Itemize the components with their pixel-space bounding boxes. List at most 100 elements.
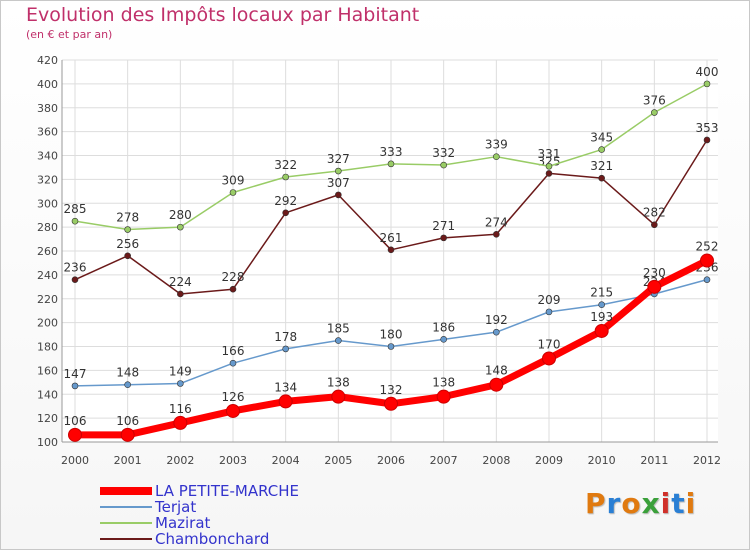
y-tick-label: 160 [37, 364, 58, 377]
data-label: 309 [222, 174, 245, 188]
data-point [700, 253, 714, 268]
data-point [226, 403, 240, 418]
y-tick-label: 380 [37, 102, 58, 115]
y-tick-label: 180 [37, 341, 58, 354]
logo-letter: i [685, 487, 697, 520]
x-tick-label: 2000 [61, 454, 89, 467]
data-label: 261 [380, 231, 403, 245]
data-label: 376 [643, 94, 666, 108]
data-label: 215 [590, 286, 613, 300]
legend-swatch [100, 487, 152, 495]
data-point [703, 80, 711, 88]
data-point [651, 109, 658, 116]
data-point [282, 345, 289, 353]
data-label: 106 [116, 414, 139, 428]
data-point [335, 337, 342, 344]
data-label: 327 [327, 152, 350, 166]
data-point [229, 359, 237, 367]
x-tick-label: 2011 [640, 454, 668, 467]
logo-letter: r [606, 487, 622, 520]
data-label: 138 [327, 376, 350, 390]
data-point [71, 276, 79, 283]
data-point [651, 221, 658, 229]
data-point [647, 279, 662, 294]
data-label: 166 [222, 344, 245, 358]
data-label: 353 [696, 121, 719, 135]
data-label: 307 [327, 176, 350, 190]
data-point [703, 276, 711, 283]
data-label: 178 [274, 330, 297, 344]
data-label: 285 [64, 202, 87, 216]
logo-letter: P [585, 487, 607, 520]
data-label: 106 [64, 414, 87, 428]
y-tick-label: 340 [37, 150, 58, 163]
data-point [124, 226, 131, 233]
data-label: 185 [327, 322, 350, 336]
data-label: 230 [643, 266, 666, 280]
data-label: 147 [64, 367, 87, 381]
data-point [282, 209, 289, 217]
data-point [703, 136, 711, 144]
data-label: 138 [432, 376, 455, 390]
y-tick-label: 240 [37, 269, 58, 282]
data-label: 345 [590, 131, 613, 145]
x-tick-label: 2004 [272, 454, 300, 467]
data-label: 331 [538, 147, 561, 161]
data-label: 228 [222, 270, 245, 284]
data-label: 322 [274, 158, 297, 172]
data-label: 292 [274, 194, 297, 208]
data-label: 271 [432, 219, 455, 233]
data-point [177, 380, 184, 387]
data-label: 256 [116, 237, 139, 251]
x-tick-label: 2003 [219, 454, 247, 467]
data-point [545, 308, 553, 316]
legend-label: Mazirat [155, 514, 211, 532]
legend-label: Chambonchard [155, 530, 270, 548]
data-label: 149 [169, 365, 192, 379]
legend-swatch [100, 522, 152, 524]
legend-swatch [100, 538, 152, 540]
data-label: 400 [696, 65, 719, 79]
data-point [229, 285, 237, 293]
y-tick-label: 120 [37, 412, 58, 425]
y-tick-label: 280 [37, 221, 58, 234]
data-point [71, 217, 79, 225]
data-point [384, 396, 398, 411]
data-point [387, 246, 395, 254]
data-label: 339 [485, 138, 508, 152]
chart-title: Evolution des Impôts locaux par Habitant [26, 4, 420, 26]
x-tick-label: 2006 [377, 454, 405, 467]
data-point [71, 382, 79, 390]
data-point [440, 161, 447, 169]
y-tick-label: 200 [37, 317, 58, 330]
data-point [335, 191, 342, 199]
data-point [493, 230, 500, 238]
data-label: 280 [169, 208, 192, 222]
data-label: 252 [696, 240, 719, 254]
data-point [436, 389, 451, 404]
data-point [493, 328, 500, 336]
x-tick-label: 2010 [588, 454, 616, 467]
data-label: 278 [116, 211, 139, 225]
data-label: 186 [432, 320, 455, 334]
data-label: 332 [432, 146, 455, 160]
data-point [489, 377, 504, 392]
y-tick-label: 260 [37, 245, 58, 258]
data-label: 134 [274, 380, 297, 394]
data-point [545, 170, 553, 177]
proxiti-logo: Proxiti [585, 487, 696, 520]
logo-letter: i [660, 487, 672, 520]
y-tick-label: 300 [37, 197, 58, 210]
data-label: 282 [643, 206, 666, 220]
data-point [124, 381, 131, 389]
data-label: 274 [485, 215, 508, 229]
x-tick-label: 2009 [535, 454, 563, 467]
data-point [542, 351, 556, 366]
data-label: 148 [485, 364, 508, 378]
logo-letter: x [641, 487, 661, 520]
legend-label: LA PETITE-MARCHE [155, 482, 300, 500]
chart-subtitle: (en € et par an) [26, 28, 113, 41]
data-point [598, 146, 605, 153]
x-tick-label: 2008 [482, 454, 510, 467]
data-label: 192 [485, 313, 508, 327]
